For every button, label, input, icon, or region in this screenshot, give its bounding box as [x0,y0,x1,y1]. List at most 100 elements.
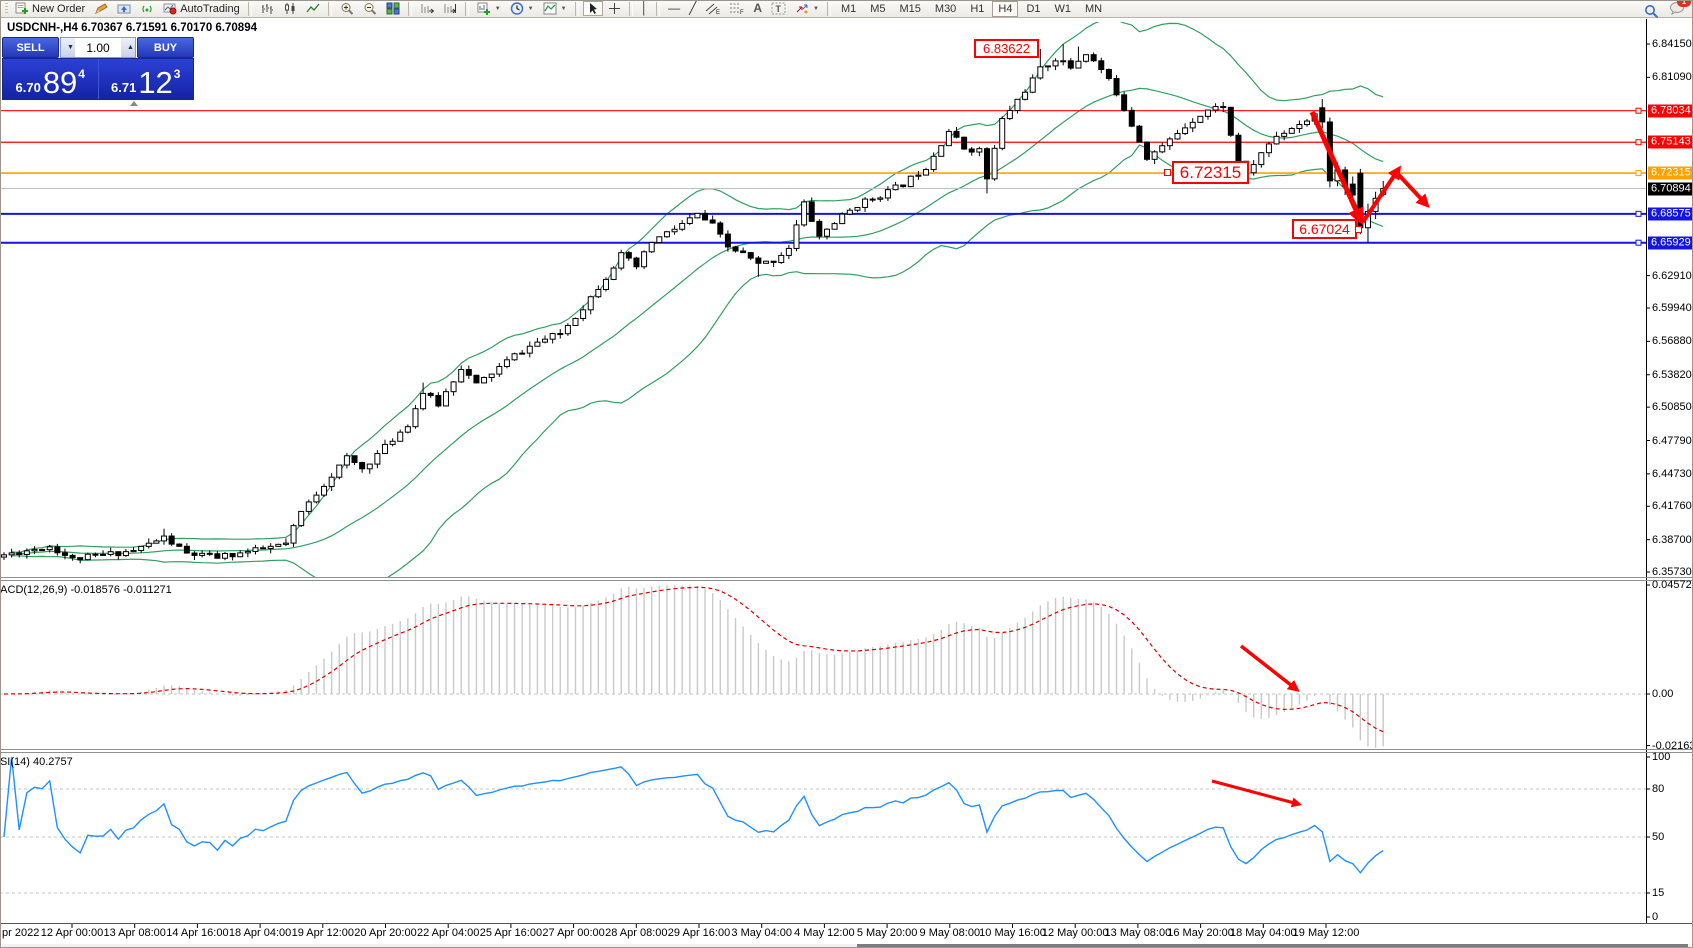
timeframe-MN[interactable]: MN [1079,1,1108,17]
pane-splitter[interactable] [0,752,1693,753]
trendline-icon: ╱ [689,1,697,15]
tile-windows-icon [386,2,400,15]
timeframe-W1[interactable]: W1 [1049,1,1078,17]
new-order-icon [15,2,28,14]
time-axis-border [0,923,1693,924]
publish-button[interactable] [113,1,135,16]
annotation-low[interactable]: 6.67024 [1292,219,1357,239]
chart-title: USDCNH-,H4 6.70367 6.71591 6.70170 6.708… [7,22,257,34]
text-icon: A [753,1,762,15]
periods-button[interactable]: ▼ [506,1,538,16]
search-icon[interactable] [1644,4,1659,18]
toolbar-separator [574,1,579,16]
volume-spinner: ▼ ▲ [60,37,136,58]
vertical-line-button[interactable]: │ [637,1,653,16]
arrows-button[interactable]: ▼ [791,1,823,16]
volume-input[interactable] [75,38,121,57]
buy-price-sup: 3 [173,67,181,81]
main-toolbar: New Order AutoTrading ▼ [0,0,1693,18]
template-icon [543,2,557,15]
signal-icon [142,5,152,13]
sell-price-sup: 4 [78,67,85,81]
chart-shift-icon [444,4,456,14]
svg-text:T: T [775,4,781,14]
clock-icon [510,2,523,15]
pane-splitter[interactable] [0,749,1693,750]
line-chart-button[interactable] [302,1,324,16]
crayon-icon [95,3,108,15]
timeframe-H1[interactable]: H1 [964,1,990,17]
signals-button[interactable] [136,1,158,16]
fibonacci-icon: F [730,3,744,15]
sell-price-small: 6.70 [15,79,41,95]
svg-text:F: F [740,10,744,15]
new-order-button[interactable]: New Order [11,1,89,16]
toolbar-separator [327,1,332,16]
timeframe-group: M1 M5 M15 M30 H1 H4 D1 W1 MN [835,0,1108,17]
cursor-button[interactable] [582,1,603,16]
horizontal-scrollbar[interactable] [2,944,1691,947]
annotation-anchor [1355,226,1362,233]
autotrading-button[interactable]: AutoTrading [159,1,244,16]
volume-up-button[interactable]: ▲ [121,38,135,57]
timeframe-M30[interactable]: M30 [929,1,962,17]
zoom-in-button[interactable] [336,1,358,16]
equidistant-channel-button[interactable]: E [701,1,724,16]
fibonacci-button[interactable]: F [725,1,748,16]
autotrading-label: AutoTrading [180,2,240,15]
bar-chart-button[interactable] [256,1,278,16]
trendline-button[interactable]: ╱ [685,1,700,16]
annotation-peak[interactable]: 6.83622 [974,39,1039,58]
vertical-line-icon: │ [640,1,649,15]
new-order-label: New Order [32,2,86,15]
tile-windows-button[interactable] [382,1,404,16]
annotation-level[interactable]: 6.72315 [1172,161,1249,184]
zoom-out-button[interactable] [359,1,381,16]
crosshair-button[interactable] [604,1,625,16]
auto-scroll-button[interactable] [416,1,438,16]
templates-button[interactable]: ▼ [539,1,571,16]
notification-badge: 1 [1677,0,1691,7]
candlestick-chart-button[interactable] [279,1,301,16]
timeframe-H4[interactable]: H4 [992,0,1019,17]
horizontal-scrollbar-thumb[interactable] [857,944,1688,947]
new-chart-button[interactable]: ▼ [473,1,505,16]
auto-scroll-icon [421,4,434,14]
timeframe-M1[interactable]: M1 [835,1,862,17]
new-chart-caret: ▼ [494,5,501,12]
timeframe-D1[interactable]: D1 [1020,1,1046,17]
volume-down-button[interactable]: ▼ [61,38,75,57]
chat-button[interactable]: 1 [1669,0,1691,20]
sell-price[interactable]: 6.70 89 4 [3,59,98,99]
horizontal-line-button[interactable]: — [664,1,684,16]
text-label-icon: T [771,2,786,15]
buy-price[interactable]: 6.71 12 3 [97,59,194,100]
text-label-button[interactable]: T [767,1,790,16]
zoom-out-icon [364,3,376,15]
publish-icon [117,4,131,14]
buy-price-big: 12 [138,64,173,100]
toolbar-separator [407,1,412,16]
crayon-button[interactable] [90,1,112,16]
buy-button[interactable]: BUY [137,37,194,58]
one-click-collapse-handle[interactable] [130,101,138,106]
one-click-trading-panel: SELL ▼ ▲ BUY 6.70 89 4 6.71 12 3 [2,37,194,100]
svg-text:E: E [716,10,720,15]
chart-shift-button[interactable] [439,1,461,16]
timeframe-M5[interactable]: M5 [864,1,891,17]
buy-price-small: 6.71 [111,79,137,95]
arrows-icon [796,4,808,14]
sell-price-big: 89 [42,64,78,100]
arrows-caret: ▼ [812,5,819,12]
toolbar-separator [247,1,252,16]
line-chart-icon [306,3,320,13]
timeframe-M15[interactable]: M15 [894,1,927,17]
pane-splitter[interactable] [0,577,1693,578]
horizontal-line-icon: — [668,1,681,15]
periods-caret: ▼ [527,5,534,12]
sell-button[interactable]: SELL [2,37,59,58]
text-button[interactable]: A [749,1,766,16]
toolbar-grip [5,2,8,15]
pane-splitter[interactable] [0,580,1693,581]
